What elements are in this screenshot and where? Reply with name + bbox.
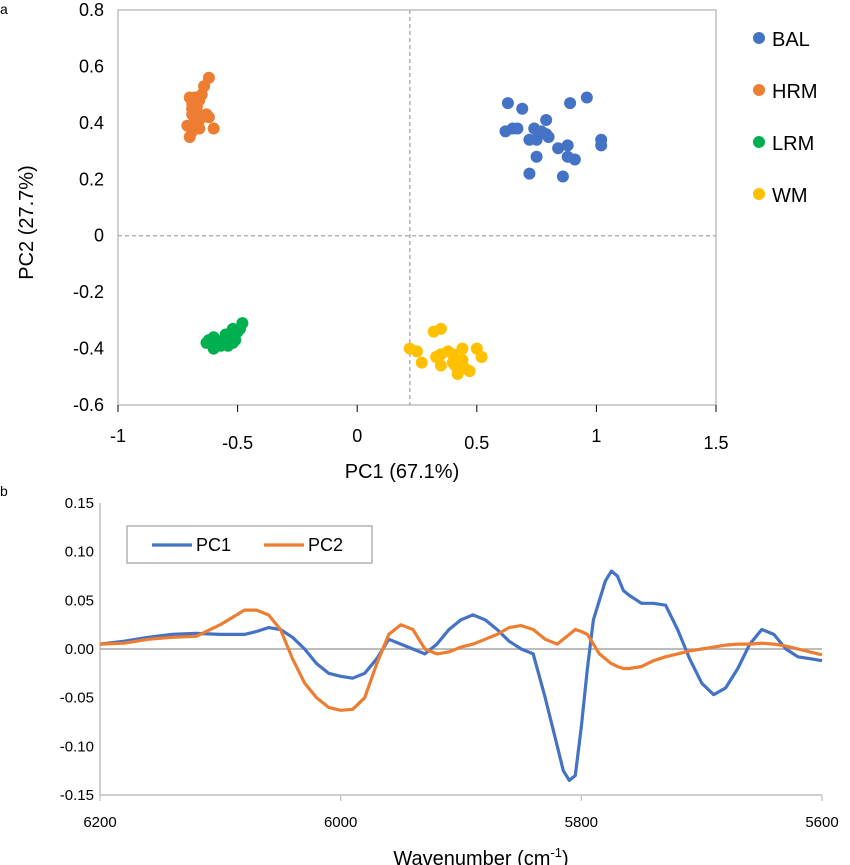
data-point-bal bbox=[516, 102, 529, 115]
x-tick-label: -1 bbox=[110, 426, 126, 446]
x-axis-title: Wavenumber (cm-1) bbox=[393, 845, 568, 865]
data-point-wm bbox=[411, 345, 423, 358]
data-point-wm bbox=[434, 359, 447, 372]
y-tick-label: -0.10 bbox=[60, 738, 94, 755]
y-tick-label: -0.05 bbox=[60, 690, 94, 707]
data-point-lrm bbox=[214, 339, 227, 352]
data-point-bal bbox=[523, 167, 536, 180]
x-tick-label: 1.5 bbox=[703, 433, 728, 453]
data-point-hrm bbox=[202, 111, 215, 124]
panel-b-label: b bbox=[0, 483, 8, 499]
data-point-wm bbox=[446, 356, 459, 369]
data-point-bal bbox=[595, 133, 608, 146]
data-point-bal bbox=[540, 114, 553, 127]
legend-label-pc2: PC2 bbox=[308, 535, 343, 555]
data-point-wm bbox=[475, 351, 488, 364]
data-point-bal bbox=[564, 97, 577, 110]
y-tick-label: 0.8 bbox=[79, 0, 104, 20]
y-tick-label: 0.00 bbox=[65, 641, 94, 658]
x-tick-label: 5600 bbox=[805, 814, 838, 831]
data-point-bal bbox=[580, 91, 593, 104]
x-tick-label: 5800 bbox=[565, 814, 598, 831]
data-point-hrm bbox=[190, 116, 203, 129]
data-point-wm bbox=[434, 322, 447, 335]
y-tick-label: -0.6 bbox=[73, 395, 104, 415]
data-point-hrm bbox=[202, 71, 215, 84]
plot-frame bbox=[117, 9, 717, 406]
data-point-bal bbox=[501, 97, 514, 110]
data-point-wm bbox=[415, 356, 428, 369]
y-tick-label: -0.2 bbox=[73, 282, 104, 302]
data-point-hrm bbox=[207, 122, 220, 135]
legend-marker-wm bbox=[753, 188, 765, 200]
x-tick-label: 6200 bbox=[83, 814, 116, 831]
scores-plot: -0.6 -0.4 -0.2 0 0.2 0.4 0.6 0.8 -1 -0.5 0 0.5 1 1.5 P… bbox=[16, 0, 818, 483]
y-tick-label: 0.15 bbox=[65, 495, 94, 512]
y-tick-label: 0.05 bbox=[65, 592, 94, 609]
y-tick-label: 0.2 bbox=[79, 169, 104, 189]
y-axis-title: PC2 (27.7%) bbox=[16, 165, 38, 280]
panel-a-label: a bbox=[0, 1, 8, 17]
data-point-wm bbox=[463, 365, 476, 378]
legend-label-wm: WM bbox=[772, 185, 808, 207]
y-tick-label: -0.15 bbox=[60, 787, 94, 804]
data-point-hrm bbox=[188, 91, 201, 104]
y-tick-label: 0 bbox=[94, 226, 104, 246]
x-tick-label: 0 bbox=[352, 426, 362, 446]
data-point-lrm bbox=[229, 328, 242, 341]
y-tick-label: 0.4 bbox=[79, 113, 104, 133]
y-tick-label: 0.10 bbox=[65, 544, 94, 561]
legend-label-lrm: LRM bbox=[772, 133, 814, 155]
loadings-plot: -0.15 -0.10 -0.05 0.00 0.05 0.10 0.15 6200 6000 5… bbox=[60, 495, 839, 865]
legend-label-bal: BAL bbox=[772, 29, 810, 51]
data-point-bal bbox=[561, 139, 574, 152]
x-tick-label: 6000 bbox=[324, 814, 357, 831]
x-tick-label: 0.5 bbox=[464, 433, 489, 453]
data-point-bal bbox=[511, 122, 524, 135]
data-point-bal bbox=[552, 142, 565, 155]
legend-marker-bal bbox=[753, 32, 765, 44]
data-point-bal bbox=[535, 125, 548, 138]
x-tick-label: 1 bbox=[591, 426, 601, 446]
y-tick-label: 0.6 bbox=[79, 56, 104, 76]
data-point-wm bbox=[456, 342, 469, 355]
data-point-lrm bbox=[236, 317, 249, 330]
x-tick-label: -0.5 bbox=[222, 433, 253, 453]
data-point-lrm bbox=[207, 331, 220, 344]
y-tick-label: -0.4 bbox=[73, 339, 104, 359]
data-point-bal bbox=[556, 170, 569, 183]
data-point-bal bbox=[530, 150, 543, 163]
legend-marker-hrm bbox=[753, 84, 765, 96]
x-axis-title: PC1 (67.1%) bbox=[345, 461, 460, 483]
data-point-wm bbox=[442, 345, 455, 358]
legend-marker-lrm bbox=[753, 136, 765, 148]
series-line-pc2 bbox=[99, 608, 823, 712]
data-point-bal bbox=[568, 153, 581, 166]
legend-label-pc1: PC1 bbox=[196, 535, 231, 555]
legend-label-hrm: HRM bbox=[772, 81, 818, 103]
series-line-pc1 bbox=[99, 569, 823, 783]
